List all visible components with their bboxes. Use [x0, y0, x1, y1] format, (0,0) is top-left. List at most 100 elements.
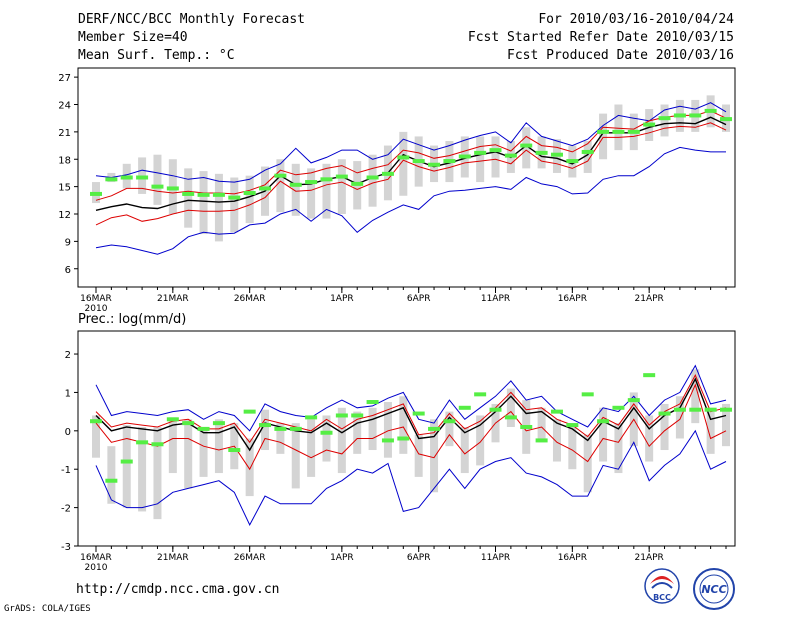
x-tick-label: 16MAR — [80, 294, 112, 304]
median-marker — [305, 180, 318, 185]
y-tick-label: -1 — [61, 465, 71, 476]
source-url[interactable]: http://cmdp.ncc.cma.gov.cn — [76, 582, 280, 597]
median-marker — [443, 159, 456, 164]
median-marker — [474, 392, 487, 397]
max-line — [95, 102, 727, 183]
median-marker — [182, 421, 195, 426]
lower-line — [95, 383, 727, 471]
median-marker — [289, 182, 302, 187]
spread-bar — [660, 104, 669, 137]
spread-bar — [460, 426, 469, 474]
spread-bar — [691, 369, 700, 424]
spread-bar — [92, 415, 100, 458]
y-tick-label: 27 — [58, 73, 71, 84]
median-marker — [351, 181, 364, 186]
bcc-logo: BCC — [644, 568, 680, 604]
spread-bar — [583, 141, 592, 173]
median-marker — [627, 398, 640, 403]
x-tick-label: 21APR — [635, 294, 664, 304]
spread-bar — [261, 409, 270, 451]
median-marker — [535, 150, 548, 155]
spread-bar — [491, 136, 500, 178]
median-marker — [182, 191, 195, 196]
spread-bar — [230, 177, 239, 233]
spread-bar — [522, 127, 531, 169]
x-tick-label: 6APR — [407, 553, 431, 563]
spread-bar — [614, 423, 623, 474]
median-marker — [335, 174, 348, 179]
min-line — [95, 146, 726, 255]
y-tick-label: 24 — [58, 101, 71, 112]
median-marker — [412, 159, 425, 164]
median-marker — [197, 426, 210, 431]
spread-bar — [660, 403, 669, 451]
median-marker — [151, 184, 164, 189]
median-marker — [704, 108, 717, 113]
median-marker — [166, 186, 179, 191]
spread-bar — [722, 403, 730, 447]
x-tick-label: 1APR — [330, 553, 354, 563]
spread-bar — [245, 438, 254, 497]
spread-bar — [199, 426, 208, 477]
median-marker — [366, 175, 379, 180]
y-tick-label: 1 — [65, 388, 71, 399]
spread-bar — [199, 171, 208, 235]
median-marker — [412, 411, 425, 416]
median-marker — [720, 407, 732, 412]
spread-bar — [552, 419, 561, 462]
median-marker — [335, 413, 348, 418]
median-marker — [520, 143, 533, 148]
spread-bar — [568, 423, 577, 470]
x-tick-label: 26MAR — [234, 553, 266, 563]
x-tick-label: 21MAR — [157, 294, 189, 304]
median-marker — [320, 177, 333, 182]
median-marker — [428, 426, 441, 431]
median-marker — [151, 442, 164, 447]
y-tick-label: 0 — [65, 427, 71, 438]
x-tick-label: 1APR — [330, 294, 354, 304]
start-date: Fcst Started Refer Date 2010/03/15 — [467, 30, 734, 45]
plot-frame — [77, 67, 736, 288]
median-marker — [243, 409, 256, 414]
spread-bar — [445, 411, 454, 447]
spread-bar — [537, 407, 546, 443]
spread-bar — [476, 415, 485, 466]
median-marker — [535, 438, 548, 443]
spread-bar — [675, 396, 684, 439]
spread-bar — [645, 415, 654, 462]
median-marker — [489, 407, 502, 412]
median-marker — [120, 175, 133, 180]
median-marker — [643, 373, 656, 378]
median-marker — [120, 459, 133, 464]
x-tick-label: 16APR — [558, 294, 587, 304]
y-tick-label: 2 — [65, 350, 71, 361]
spread-bar — [153, 154, 162, 205]
spread-bar — [599, 407, 608, 462]
spread-bar — [614, 104, 623, 151]
median-marker — [351, 413, 364, 418]
median-marker — [136, 440, 149, 445]
median-marker — [228, 195, 241, 200]
spread-bar — [107, 446, 116, 504]
median-marker — [381, 438, 394, 443]
spread-bar — [322, 415, 331, 462]
spread-bar — [122, 425, 131, 508]
x-tick-sublabel: 2010 — [85, 563, 108, 573]
spread-bar — [168, 417, 177, 474]
produced-date: Fcst Produced Date 2010/03/16 — [507, 48, 734, 63]
spread-bar — [276, 423, 285, 454]
spread-bar — [599, 113, 608, 160]
ncc-logo-text: NCC — [701, 583, 726, 596]
median-marker — [274, 173, 287, 178]
median-marker — [643, 122, 656, 127]
bcc-logo-text: BCC — [653, 593, 671, 602]
median-marker — [90, 191, 102, 196]
median-marker — [658, 116, 671, 121]
median-marker — [550, 152, 563, 157]
spread-bar — [153, 426, 162, 520]
spread-bar — [245, 175, 254, 224]
ncc-logo: NCC — [693, 568, 735, 610]
spread-bar — [307, 419, 316, 477]
median-marker — [212, 192, 225, 197]
